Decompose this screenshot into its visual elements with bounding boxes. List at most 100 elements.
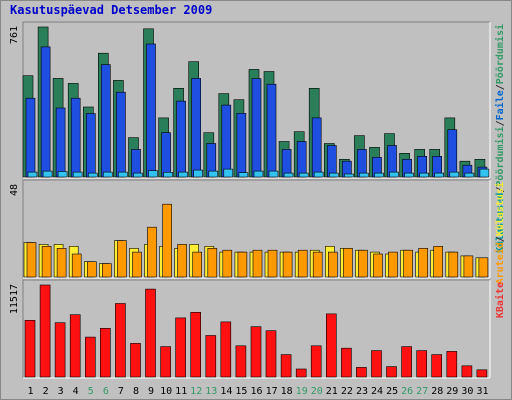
bar [133,172,143,178]
bar [236,113,247,178]
bar [130,343,141,378]
bar [175,317,186,378]
legend-entry: KBaite [494,282,506,318]
bar [328,172,339,178]
legend-entry: / [495,84,506,90]
x-tick-label: 17 [266,386,278,397]
x-tick-label: 30 [461,386,473,397]
bar [312,251,323,278]
bar [178,171,188,178]
bar [70,97,81,178]
bar [298,172,309,178]
bar [191,78,201,178]
bar [433,246,444,278]
bar [87,261,97,278]
x-tick-label: 21 [326,386,338,397]
bar [434,172,445,178]
legend-entry: / [495,236,506,242]
panel-legend: Külastused/Pöördumisi/Faile/Pöördumisi [494,24,506,253]
bar [117,240,127,278]
bar [56,248,67,278]
bar [71,253,82,278]
bar [55,107,66,178]
legend-entry: Faile [494,90,506,120]
bar [162,203,172,278]
series-kbaite [24,284,488,378]
x-tick-label: 9 [148,386,154,397]
bar [389,171,399,178]
x-tick-label: 26 [401,386,413,397]
x-tick-label: 11 [175,386,187,397]
bar [282,251,293,278]
bar [40,46,51,178]
x-tick-label: 28 [431,386,443,397]
x-tick-label: 23 [356,386,368,397]
bar [478,257,489,278]
bar [115,303,126,378]
x-tick-label: 12 [190,386,202,397]
bar [296,141,307,178]
bar [373,253,383,278]
bar [208,170,219,178]
x-tick-label: 25 [386,386,398,397]
x-tick-label: 18 [281,386,293,397]
panel-legend: KBaite [494,282,506,318]
bar [223,168,234,178]
bar [446,351,458,378]
bar [100,327,111,378]
x-tick-label: 27 [416,386,428,397]
bar [27,171,38,178]
bar [280,354,292,378]
x-tick-label: 16 [250,386,262,397]
bar [24,319,36,378]
panel-max-label: 761 [9,26,20,44]
bar [386,366,397,378]
x-tick-label: 7 [118,386,124,397]
bar [250,326,262,378]
legend-entry: / [495,187,506,193]
x-tick-label: 22 [341,386,353,397]
x-axis-tick-labels: 1 2 3 4 5 6 7 8 9 10 11 12 13 14 15 16 17 18 19 20 21 22 23 24 2… [27,386,488,397]
bar [72,171,83,178]
bar [193,169,203,178]
bar [177,244,187,278]
bar [88,172,98,178]
bar [401,346,412,378]
bar [252,249,263,278]
bar [207,248,218,278]
bar [85,336,96,378]
x-tick-label: 31 [476,386,488,397]
bar [374,172,384,178]
x-tick-label: 24 [371,386,383,397]
bar [343,248,353,278]
legend-entry: Külastused [495,193,506,253]
bar [39,284,51,378]
bar [25,97,36,178]
bar [222,249,233,278]
x-tick-label: 5 [88,386,94,397]
bar [341,347,352,378]
bar [57,171,68,178]
bar [388,251,398,278]
bar [101,64,111,178]
x-tick-label: 13 [205,386,217,397]
bar [447,129,458,178]
bar [418,248,429,278]
bar [311,117,322,178]
series-külastused [27,168,490,178]
panel-bottom: 11517 KBaite [9,279,506,379]
x-tick-label: 10 [160,386,172,397]
x-tick-label: 19 [296,386,308,397]
x-tick-label: 15 [235,386,247,397]
bar [103,171,113,178]
bar [359,172,369,178]
bar [102,263,112,278]
bar [160,346,171,378]
bar [449,171,460,178]
bar [176,100,186,178]
bar [118,171,128,178]
bar [192,251,202,278]
legend-entry: Pöördumisi [494,126,506,186]
bar [235,345,247,378]
